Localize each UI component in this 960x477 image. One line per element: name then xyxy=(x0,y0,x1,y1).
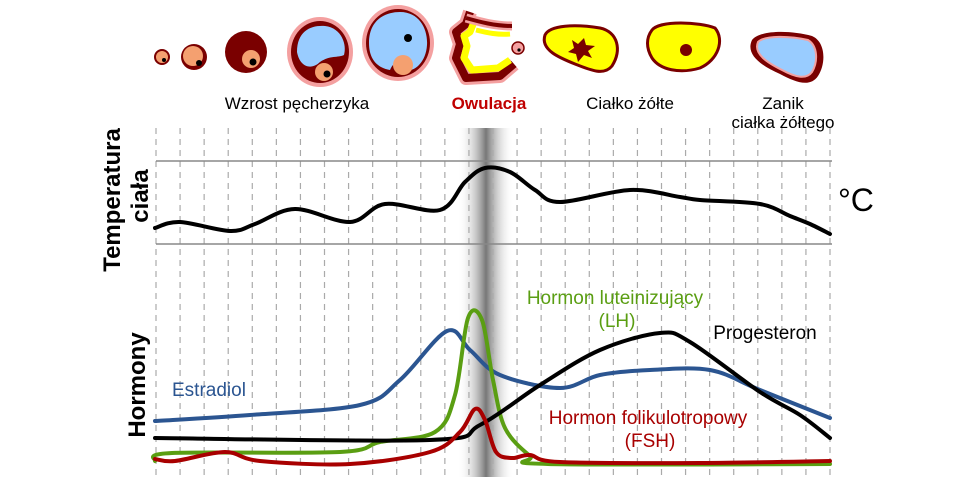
lh-label-2: (LH) xyxy=(599,311,636,332)
stage-regression-label-2: ciałka żółtego xyxy=(731,113,834,132)
stage-growth-label: Wzrost pęcherzyka xyxy=(225,94,370,113)
progesterone-label: Progesteron xyxy=(713,323,817,344)
released-oocyte xyxy=(511,41,525,55)
follicle-secondary xyxy=(225,31,267,73)
fsh-label-1: Hormon folikulotropowy xyxy=(549,408,748,429)
fsh-curve xyxy=(153,406,832,467)
corpus-luteum-mature xyxy=(646,21,721,73)
estradiol-label: Estradiol xyxy=(172,380,246,401)
follicle-graafian xyxy=(362,5,434,81)
stage-ovulation-label: Owulacja xyxy=(452,94,527,113)
corpus-luteum-early xyxy=(542,24,619,73)
temperature-axis-label-1: Temperatura xyxy=(99,128,126,272)
temperature-axis-label-2: ciała xyxy=(127,169,154,223)
progesterone-curve xyxy=(153,330,832,443)
corpus-albicans xyxy=(750,31,824,83)
temperature-unit: °C xyxy=(838,182,874,218)
temperature-curve xyxy=(153,165,832,236)
lh-curve xyxy=(151,308,832,467)
ruptured-follicle xyxy=(449,9,519,85)
stage-corpus-luteum-label: Ciałko żółte xyxy=(586,94,674,113)
stage-regression-label-1: Zanik xyxy=(762,94,804,113)
follicle-tertiary xyxy=(287,17,353,87)
lh-label-1: Hormon luteinizujący xyxy=(527,288,704,309)
follicle-primordial xyxy=(154,49,170,65)
follicle-primary xyxy=(181,44,207,70)
fsh-label-2: (FSH) xyxy=(625,431,676,452)
hormones-axis-label: Hormony xyxy=(124,332,151,438)
